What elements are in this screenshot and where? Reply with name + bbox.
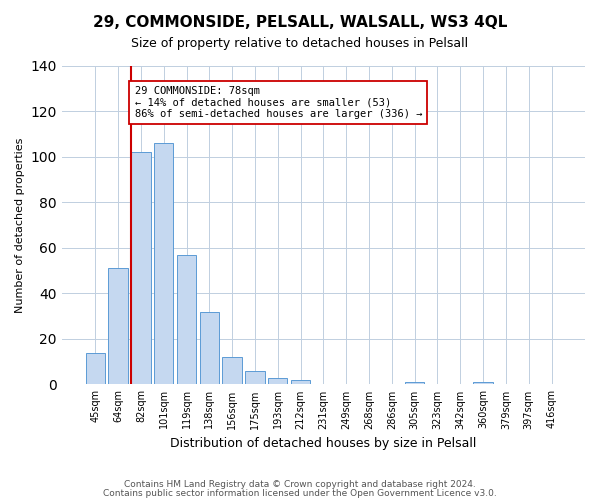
Bar [86,352,105,384]
Bar [154,143,173,384]
Text: 29, COMMONSIDE, PELSALL, WALSALL, WS3 4QL: 29, COMMONSIDE, PELSALL, WALSALL, WS3 4Q… [93,15,507,30]
Text: Size of property relative to detached houses in Pelsall: Size of property relative to detached ho… [131,38,469,51]
Bar [268,378,287,384]
Bar [200,312,219,384]
Bar [245,371,265,384]
Bar [177,254,196,384]
Bar [405,382,424,384]
Text: Contains public sector information licensed under the Open Government Licence v3: Contains public sector information licen… [103,489,497,498]
X-axis label: Distribution of detached houses by size in Pelsall: Distribution of detached houses by size … [170,437,476,450]
Bar [109,268,128,384]
Bar [291,380,310,384]
Y-axis label: Number of detached properties: Number of detached properties [15,138,25,312]
Text: 29 COMMONSIDE: 78sqm
← 14% of detached houses are smaller (53)
86% of semi-detac: 29 COMMONSIDE: 78sqm ← 14% of detached h… [134,86,422,119]
Bar [473,382,493,384]
Bar [223,357,242,384]
Text: Contains HM Land Registry data © Crown copyright and database right 2024.: Contains HM Land Registry data © Crown c… [124,480,476,489]
Bar [131,152,151,384]
